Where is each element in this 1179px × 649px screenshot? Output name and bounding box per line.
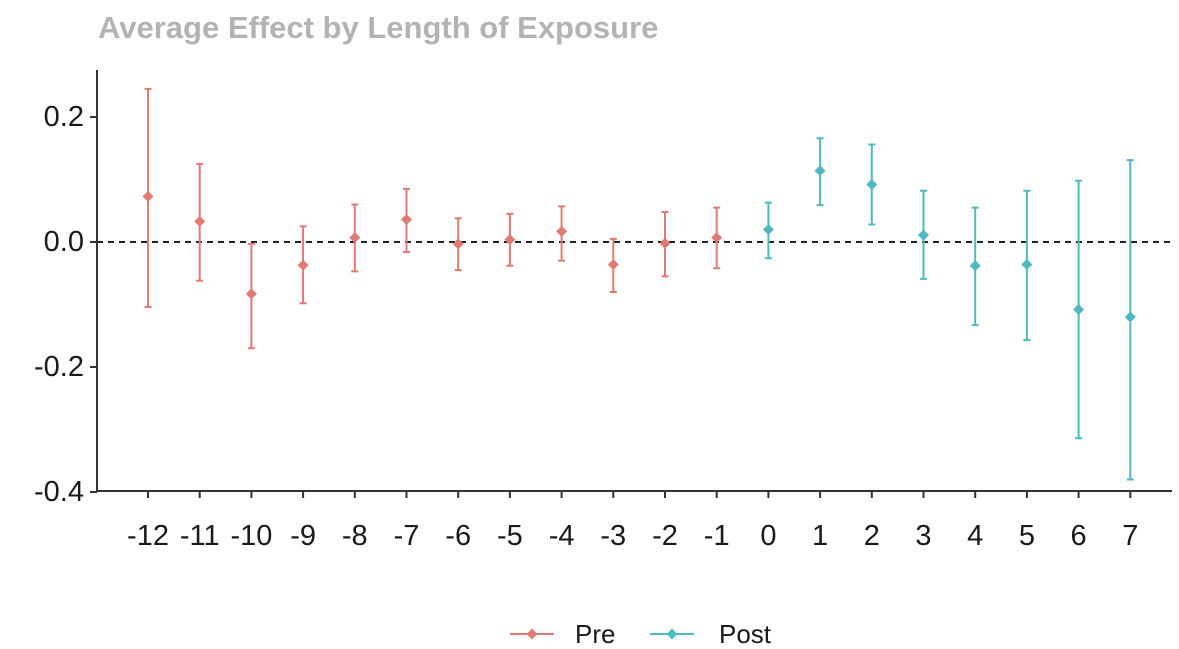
point-post (969, 260, 981, 272)
legend-item-pre: Pre (510, 619, 615, 649)
x-tick-label: 0 (760, 520, 776, 552)
legend-item-post: Post (650, 619, 772, 649)
point-pre (349, 232, 361, 244)
point-post (918, 229, 929, 241)
error-bar-post (1073, 179, 1085, 440)
error-bar-pre (659, 211, 671, 278)
legend-label: Post (719, 619, 772, 649)
error-bar-post (866, 143, 878, 226)
chart-title: Average Effect by Length of Exposure (98, 10, 659, 45)
point-post (1124, 311, 1136, 323)
point-pre (711, 232, 723, 244)
point-pre (452, 238, 464, 250)
legend-marker (526, 628, 538, 640)
x-tick-label: -3 (600, 520, 626, 552)
x-tick-label: 2 (864, 520, 880, 552)
error-bar-post (918, 189, 929, 280)
error-bar-pre (556, 205, 568, 262)
point-pre (245, 288, 257, 300)
error-bar-post (1021, 189, 1033, 342)
x-tick-label: -11 (180, 520, 220, 552)
x-tick-label: -5 (497, 520, 523, 552)
x-tick-label: 5 (1019, 520, 1035, 552)
x-tick-label: 3 (915, 520, 931, 552)
x-tick-label: -1 (704, 520, 730, 552)
point-post (1021, 259, 1033, 270)
error-bar-pre (194, 162, 206, 282)
y-tick-label: 0.0 (44, 226, 84, 258)
point-pre (659, 237, 671, 249)
error-bar-post (814, 137, 826, 207)
y-tick-label: -0.2 (34, 351, 84, 383)
point-pre (504, 234, 516, 245)
x-tick-label: 7 (1122, 520, 1138, 552)
x-tick-label: 1 (812, 520, 828, 552)
point-pre (142, 190, 154, 202)
error-bar-pre (349, 203, 361, 273)
legend: Pre Post (510, 619, 772, 649)
point-pre (556, 225, 568, 237)
error-bar-post (1124, 159, 1136, 481)
x-tick-label: -12 (127, 520, 169, 552)
error-bar-post (762, 201, 774, 260)
error-bar-post (969, 206, 981, 327)
y-tick-label: -0.4 (34, 476, 84, 508)
error-bar-pre (297, 225, 309, 305)
x-tick-label: 6 (1071, 520, 1087, 552)
point-post (1073, 304, 1085, 315)
x-tick-label: 4 (967, 520, 983, 552)
error-bar-pre (245, 242, 257, 350)
chart-marks (142, 87, 1136, 481)
legend-label: Pre (575, 619, 615, 649)
x-tick-label: -7 (394, 520, 420, 552)
legend-marker (666, 628, 678, 640)
error-bar-pre (142, 87, 154, 308)
error-bar-pre (607, 237, 619, 293)
point-post (814, 165, 826, 177)
x-tick-label: -10 (230, 520, 272, 552)
error-bar-pre (452, 217, 464, 272)
point-pre (607, 259, 619, 270)
axes: -0.4-0.20.00.2-12 -11 -10 -9 -8 -7 -6 -5 -4 -3 -2-… (34, 70, 1172, 552)
point-pre (297, 259, 309, 271)
error-bar-pre (504, 212, 516, 267)
x-tick-label: -8 (342, 520, 368, 552)
point-pre (194, 215, 206, 227)
error-bar-pre (711, 206, 723, 270)
error-bar-pre (401, 187, 412, 253)
y-tick-label: 0.2 (44, 101, 84, 133)
x-tick-label: -9 (290, 520, 316, 552)
point-post (866, 179, 878, 190)
x-tick-label: -2 (652, 520, 678, 552)
point-pre (401, 214, 412, 225)
x-tick-label: -6 (445, 520, 471, 552)
point-post (762, 224, 774, 235)
x-tick-label: -4 (549, 520, 575, 552)
